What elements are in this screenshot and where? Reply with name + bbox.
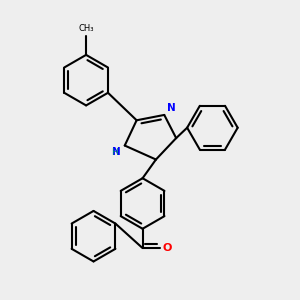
Text: N: N [112, 147, 121, 157]
Text: H: H [111, 148, 118, 157]
Text: N: N [167, 103, 176, 113]
Text: CH₃: CH₃ [78, 24, 94, 33]
Text: O: O [163, 243, 172, 253]
